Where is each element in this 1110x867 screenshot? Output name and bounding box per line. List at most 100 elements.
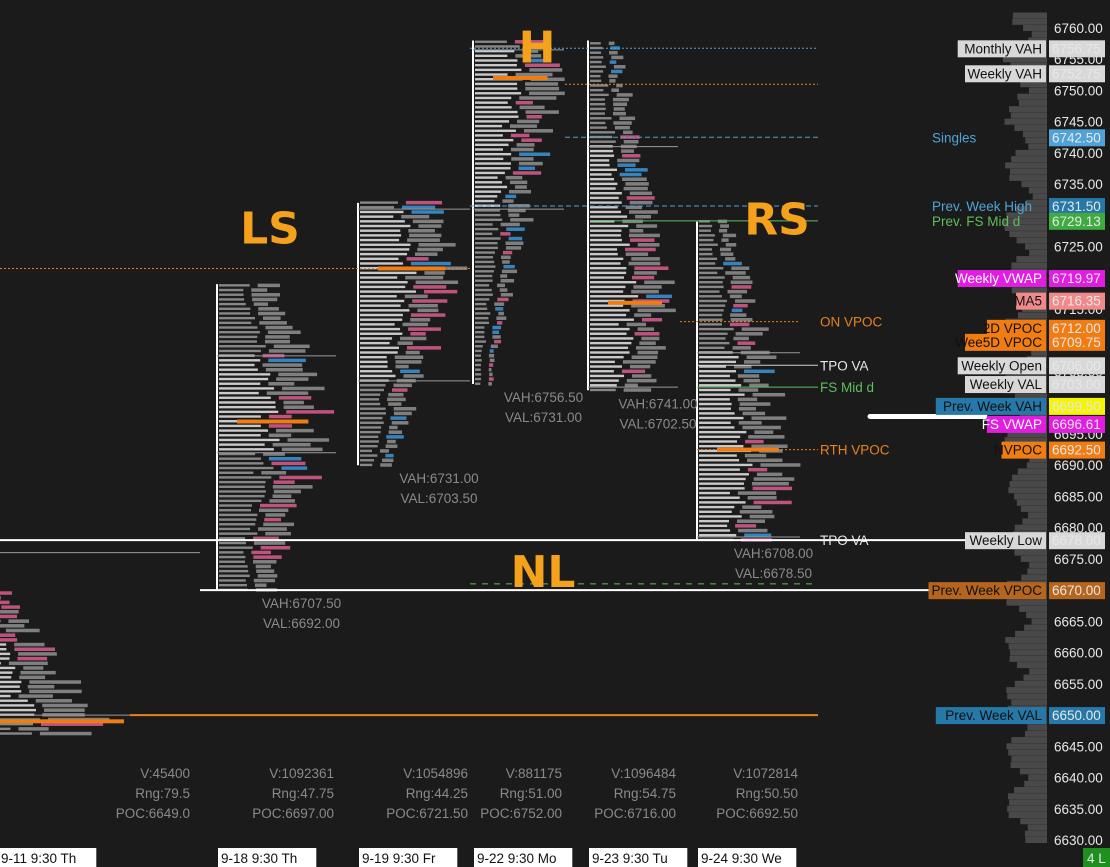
tpo-row [475, 382, 481, 385]
volume-row [8, 661, 48, 666]
axis-volume-bar [1016, 499, 1047, 506]
volume-row [492, 335, 501, 339]
axis-volume-bar [1014, 524, 1047, 531]
tpo-row [360, 262, 403, 265]
tpo-row [475, 59, 518, 62]
volume-row [635, 214, 652, 219]
tpo-row [699, 444, 744, 448]
volume-row [256, 569, 275, 573]
va-low-text: VAL:6731.00 [505, 410, 582, 425]
axis-volume-bar [1010, 762, 1047, 769]
tpo-row [219, 494, 265, 498]
volume-row [644, 280, 675, 285]
axis-volume-bar [1020, 555, 1047, 562]
volume-row [611, 88, 619, 92]
axis-volume-bar [1028, 774, 1047, 781]
volume-row [760, 463, 801, 467]
tpo-row [360, 206, 394, 209]
tpo-row [360, 407, 386, 410]
volume-row [747, 496, 777, 500]
tpo-row [0, 694, 11, 698]
volume-row [388, 430, 403, 434]
volume-row [505, 246, 522, 250]
tpo-row [590, 238, 622, 242]
volume-row [629, 238, 655, 242]
tpo-row [590, 299, 625, 303]
volume-row [503, 264, 515, 269]
volume-row [505, 241, 524, 245]
tpo-row [219, 565, 248, 568]
tpo-row [475, 92, 522, 95]
volume-row [500, 232, 511, 236]
tpo-row [219, 326, 258, 329]
va-low-text: VAL:6702.50 [619, 416, 696, 431]
tpo-row [0, 685, 20, 688]
axis-volume-bar [1009, 799, 1047, 806]
tpo-row [219, 466, 274, 470]
tpo-row [475, 288, 492, 292]
volume-row [253, 578, 276, 583]
volume-row [730, 280, 753, 285]
tpo-row [219, 410, 279, 414]
tpo-row [219, 368, 258, 371]
volume-row [617, 163, 636, 167]
volume-row [379, 449, 389, 453]
level-tag: Prev. Week VAL [945, 708, 1042, 723]
tpo-row [475, 298, 490, 301]
axis-volume-bar [1031, 618, 1047, 625]
axis-volume-bar [1025, 837, 1047, 843]
volume-row [273, 489, 301, 494]
volume-row [634, 266, 669, 270]
volume-row [735, 332, 763, 336]
axis-volume-bar [1011, 699, 1047, 706]
price-box-bg [1049, 415, 1105, 433]
price-box-bg [1049, 212, 1105, 230]
volume-row [42, 703, 88, 708]
tpo-row [699, 454, 737, 457]
volume-row [507, 208, 526, 213]
axis-volume-bar [1005, 162, 1047, 169]
tpo-row [590, 327, 630, 331]
tpo-row [590, 290, 624, 293]
tpo-row [219, 583, 247, 587]
tpo-row [219, 391, 259, 395]
tpo-row [699, 346, 725, 350]
tpo-row [590, 74, 601, 78]
level-tag-bg [957, 270, 1046, 288]
tpo-row [475, 307, 488, 310]
axis-volume-bar [1027, 724, 1047, 731]
tpo-row [475, 241, 498, 245]
volume-row [736, 519, 765, 523]
axis-volume-bar [1023, 25, 1047, 31]
axis-volume-bar [1009, 480, 1047, 487]
poc-marker [378, 266, 446, 271]
volume-row [395, 360, 422, 364]
tpo-row [699, 341, 730, 345]
volume-row [272, 485, 313, 489]
tpo-row [590, 121, 606, 125]
volume-row [508, 236, 523, 241]
volume-row [625, 205, 642, 210]
axis-volume-bar [1014, 493, 1047, 500]
level-tag-bg [986, 319, 1046, 337]
volume-row [489, 372, 493, 377]
tpo-row [219, 443, 265, 446]
price-box: 6703.00 [1052, 377, 1101, 392]
tpo-row [0, 732, 32, 735]
tpo-row [590, 266, 627, 270]
session-stat: V:1054896 [403, 766, 468, 781]
level-label: Singles [932, 130, 977, 145]
axis-volume-bar [1009, 655, 1047, 662]
volume-row [386, 435, 404, 439]
volume-row [629, 210, 658, 214]
volume-row [393, 383, 412, 388]
tpo-row [475, 199, 495, 203]
volume-row [629, 191, 653, 196]
level-tag-bg [1001, 441, 1046, 459]
axis-volume-bar [1006, 599, 1047, 606]
tpo-row [219, 434, 261, 437]
volume-row [259, 321, 287, 325]
volume-row [0, 633, 16, 637]
tpo-row [475, 129, 516, 132]
volume-row [410, 261, 451, 266]
